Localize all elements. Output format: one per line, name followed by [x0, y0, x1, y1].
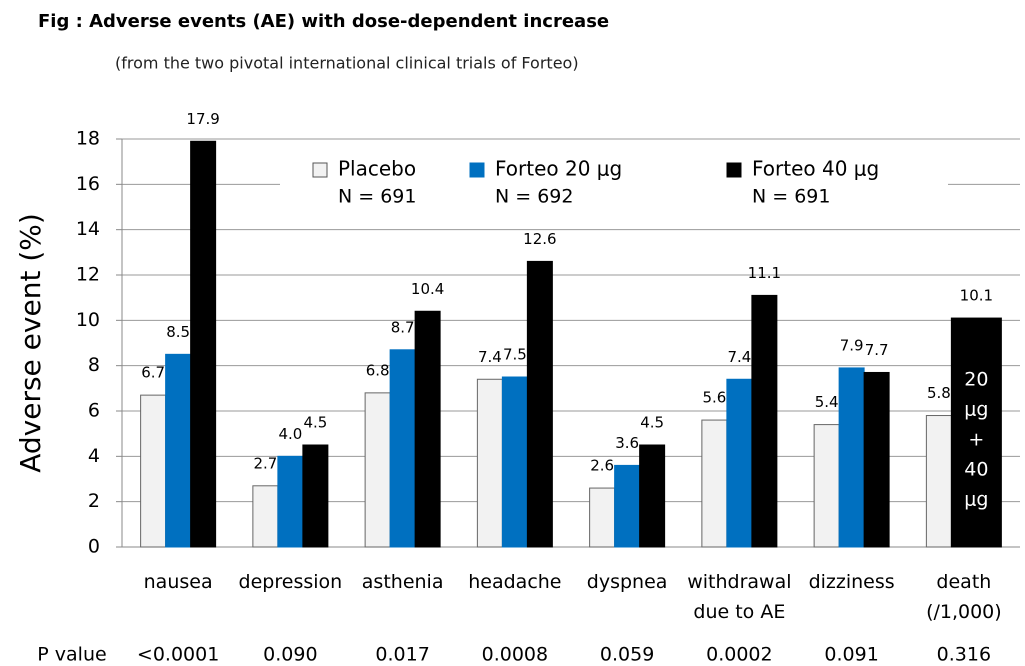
legend-swatch — [312, 162, 328, 178]
x-tick-label: death (/1,000) — [926, 571, 1002, 623]
value-label: 6.8 — [366, 361, 390, 379]
value-label: 7.5 — [503, 346, 527, 364]
bar — [639, 444, 666, 548]
value-label: 10.1 — [960, 287, 993, 305]
bar — [476, 378, 503, 548]
bar — [589, 487, 616, 548]
p-value: 0.316 — [937, 644, 991, 666]
bar-annotation: + — [968, 429, 984, 451]
y-tick-label: 16 — [76, 173, 100, 195]
bar — [501, 376, 528, 548]
y-tick-label: 18 — [76, 128, 100, 150]
bar-annotation: μg — [964, 489, 988, 511]
chart-title: Fig : Adverse events (AE) with dose-depe… — [38, 11, 609, 32]
bar — [950, 317, 1002, 548]
y-tick-label: 2 — [88, 490, 100, 512]
legend-label: Forteo 20 μg — [495, 157, 622, 181]
value-label: 4.5 — [640, 414, 664, 432]
value-label: 5.6 — [702, 389, 726, 407]
value-label: 10.4 — [411, 280, 444, 298]
value-label: 17.9 — [186, 110, 219, 128]
value-label: 11.1 — [748, 264, 781, 282]
y-tick-label: 12 — [76, 264, 100, 286]
y-tick-label: 10 — [76, 309, 100, 331]
p-value: 0.091 — [824, 644, 878, 666]
chart-subtitle: (from the two pivotal international clin… — [115, 54, 579, 73]
value-label: 12.6 — [523, 230, 556, 248]
bar — [701, 419, 728, 548]
legend-n: N = 691 — [338, 186, 416, 208]
bar-annotation: μg — [964, 399, 988, 421]
value-label: 8.5 — [166, 323, 190, 341]
y-axis-label: Adverse event (%) — [14, 213, 47, 473]
bar — [389, 349, 416, 548]
x-tick-label: headache — [468, 571, 562, 593]
value-label: 6.7 — [141, 364, 165, 382]
bar — [863, 371, 890, 548]
p-value: 0.059 — [600, 644, 654, 666]
value-label: 2.6 — [590, 457, 614, 475]
bar — [414, 310, 441, 548]
x-tick-label: dizziness — [808, 571, 895, 593]
y-tick-label: 0 — [88, 536, 100, 558]
p-value: 0.090 — [263, 644, 317, 666]
bar — [302, 444, 329, 548]
value-label: 5.4 — [815, 393, 839, 411]
bar — [813, 424, 840, 548]
x-tick-label: depression — [238, 571, 343, 593]
p-value-label: P value — [37, 644, 106, 666]
bar — [190, 140, 217, 548]
legend-label: Forteo 40 μg — [752, 157, 879, 181]
legend-bg — [280, 150, 948, 214]
bar — [252, 485, 279, 548]
y-tick-label: 6 — [88, 400, 100, 422]
y-tick-label: 8 — [88, 354, 100, 376]
value-label: 8.7 — [391, 318, 415, 336]
bar — [165, 353, 192, 548]
bar — [925, 415, 952, 548]
bar — [277, 455, 304, 548]
bar-annotation: 20 — [964, 369, 988, 391]
bar — [364, 392, 391, 548]
value-label: 5.8 — [927, 384, 951, 402]
bar — [614, 464, 641, 548]
value-label: 7.4 — [478, 348, 502, 366]
y-tick-label: 4 — [88, 445, 100, 467]
x-tick-label: nausea — [143, 571, 213, 593]
value-label: 3.6 — [615, 434, 639, 452]
bar — [140, 394, 167, 548]
y-tick-label: 14 — [76, 218, 100, 240]
bar-annotation: 40 — [964, 459, 988, 481]
bar — [726, 378, 753, 548]
legend-n: N = 691 — [752, 186, 830, 208]
legend-n: N = 692 — [495, 186, 573, 208]
value-label: 7.9 — [840, 336, 864, 354]
x-tick-label: dyspnea — [586, 571, 668, 593]
value-label: 7.7 — [865, 341, 889, 359]
value-label: 7.4 — [727, 348, 751, 366]
bar — [838, 367, 865, 548]
legend-swatch — [726, 162, 742, 178]
bar — [751, 294, 778, 548]
p-value: <0.0001 — [137, 644, 219, 666]
value-label: 4.0 — [278, 425, 302, 443]
value-label: 2.7 — [253, 454, 277, 472]
value-label: 4.5 — [303, 414, 327, 432]
p-value: 0.017 — [375, 644, 429, 666]
x-tick-label: asthenia — [361, 571, 444, 593]
legend-label: Placebo — [338, 157, 416, 181]
legend-swatch — [469, 162, 485, 178]
p-value: 0.0002 — [706, 644, 772, 666]
x-tick-label: withdrawal due to AE — [687, 571, 792, 623]
p-value: 0.0008 — [482, 644, 548, 666]
bar — [526, 260, 553, 548]
